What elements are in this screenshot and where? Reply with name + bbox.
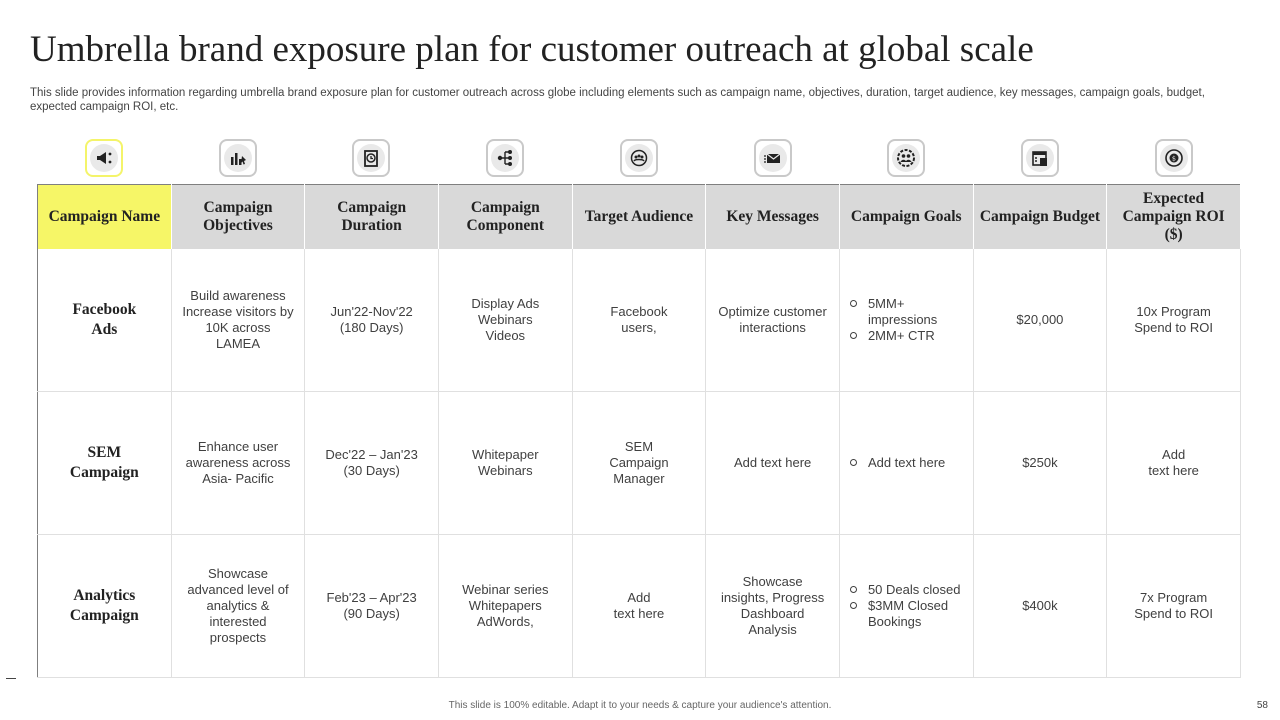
network-icon bbox=[491, 144, 520, 172]
duration-cell: Jun'22-Nov'22 (180 Days) bbox=[304, 249, 439, 392]
roi-cell: 7x Program Spend to ROI bbox=[1106, 534, 1241, 678]
roi-cell: Add text here bbox=[1106, 391, 1241, 535]
messages-cell: Optimize customer interactions bbox=[705, 249, 840, 392]
goal-item: 5MM+ impressions bbox=[849, 296, 965, 328]
component-cell: Whitepaper Webinars bbox=[438, 391, 573, 535]
column-header: Target Audience bbox=[572, 184, 707, 249]
column-header: Campaign Name bbox=[37, 184, 172, 249]
page-subtitle: This slide provides information regardin… bbox=[30, 87, 1205, 113]
objectives-cell: Build awareness Increase visitors by 10K a… bbox=[171, 249, 306, 392]
column-header: Campaign Goals bbox=[839, 184, 974, 249]
goal-item: 50 Deals closed bbox=[849, 582, 965, 598]
slide-marker bbox=[6, 678, 16, 679]
column-header: Campaign Component bbox=[438, 184, 573, 249]
duration-cell: Feb'23 – Apr'23 (90 Days) bbox=[304, 534, 439, 678]
coin-return-icon: $ bbox=[1160, 144, 1188, 172]
audience-cell: Add text here bbox=[572, 534, 707, 678]
goal-item: $3MM Closed Bookings bbox=[849, 598, 965, 630]
objectives-cell: Showcase advanced level of analytics & inte… bbox=[171, 534, 306, 678]
calendar-budget-icon bbox=[1026, 144, 1055, 172]
messages-cell: Showcase insights, Progress Dashboard Analy… bbox=[705, 534, 840, 678]
column-header: Expected Campaign ROI ($) bbox=[1106, 184, 1241, 249]
component-cell: Display Ads Webinars Videos bbox=[438, 249, 573, 392]
budget-cell: $20,000 bbox=[973, 249, 1108, 392]
messages-cell: Add text here bbox=[705, 391, 840, 535]
budget-cell: $400k bbox=[973, 534, 1108, 678]
table-row: SEM Campaign Enhance user awareness across… bbox=[37, 391, 1241, 535]
budget-cell: $250k bbox=[973, 391, 1108, 535]
page-title: Umbrella brand exposure plan for custome… bbox=[30, 29, 1034, 70]
table-row: Analytics Campaign Showcase advanced level… bbox=[37, 534, 1241, 678]
table-header-row: Campaign Name Campaign Objectives Campai… bbox=[37, 184, 1241, 249]
footer-note: This slide is 100% editable. Adapt it to… bbox=[448, 700, 832, 711]
audience-cell: Facebook users, bbox=[572, 249, 707, 392]
email-icon bbox=[758, 144, 787, 172]
chart-pointer-icon bbox=[223, 144, 252, 172]
column-icons-row: $ bbox=[37, 137, 1241, 179]
goals-cell: 50 Deals closed $3MM Closed Bookings bbox=[839, 534, 974, 678]
goal-item: Add text here bbox=[849, 455, 965, 471]
svg-text:$: $ bbox=[1172, 155, 1176, 163]
table-row: Facebook Ads Build awareness Increase visi… bbox=[37, 249, 1241, 392]
column-header: Campaign Duration bbox=[304, 184, 439, 249]
roi-cell: 10x Program Spend to ROI bbox=[1106, 249, 1241, 392]
audience-cell: SEM Campaign Manager bbox=[572, 391, 707, 535]
duration-cell: Dec'22 – Jan'23 (30 Days) bbox=[304, 391, 439, 535]
goals-cell: 5MM+ impressions 2MM+ CTR bbox=[839, 249, 974, 392]
objectives-cell: Enhance user awareness across Asia- Pacifi… bbox=[171, 391, 306, 535]
column-header: Campaign Objectives bbox=[171, 184, 306, 249]
goals-cell: Add text here bbox=[839, 391, 974, 535]
campaign-name-cell: SEM Campaign bbox=[37, 391, 172, 535]
column-header: Campaign Budget bbox=[973, 184, 1108, 249]
clock-board-icon bbox=[357, 144, 386, 172]
campaign-name-cell: Facebook Ads bbox=[37, 249, 172, 392]
campaign-plan-table: Campaign Name Campaign Objectives Campai… bbox=[37, 184, 1241, 678]
campaign-name-cell: Analytics Campaign bbox=[37, 534, 172, 678]
page-number: 58 bbox=[1256, 700, 1268, 711]
target-audience-icon bbox=[624, 144, 653, 172]
people-gear-icon bbox=[892, 144, 921, 172]
column-header: Key Messages bbox=[705, 184, 840, 249]
megaphone-icon bbox=[89, 144, 118, 172]
goal-item: 2MM+ CTR bbox=[849, 328, 965, 344]
component-cell: Webinar series Whitepapers AdWords, bbox=[438, 534, 573, 678]
